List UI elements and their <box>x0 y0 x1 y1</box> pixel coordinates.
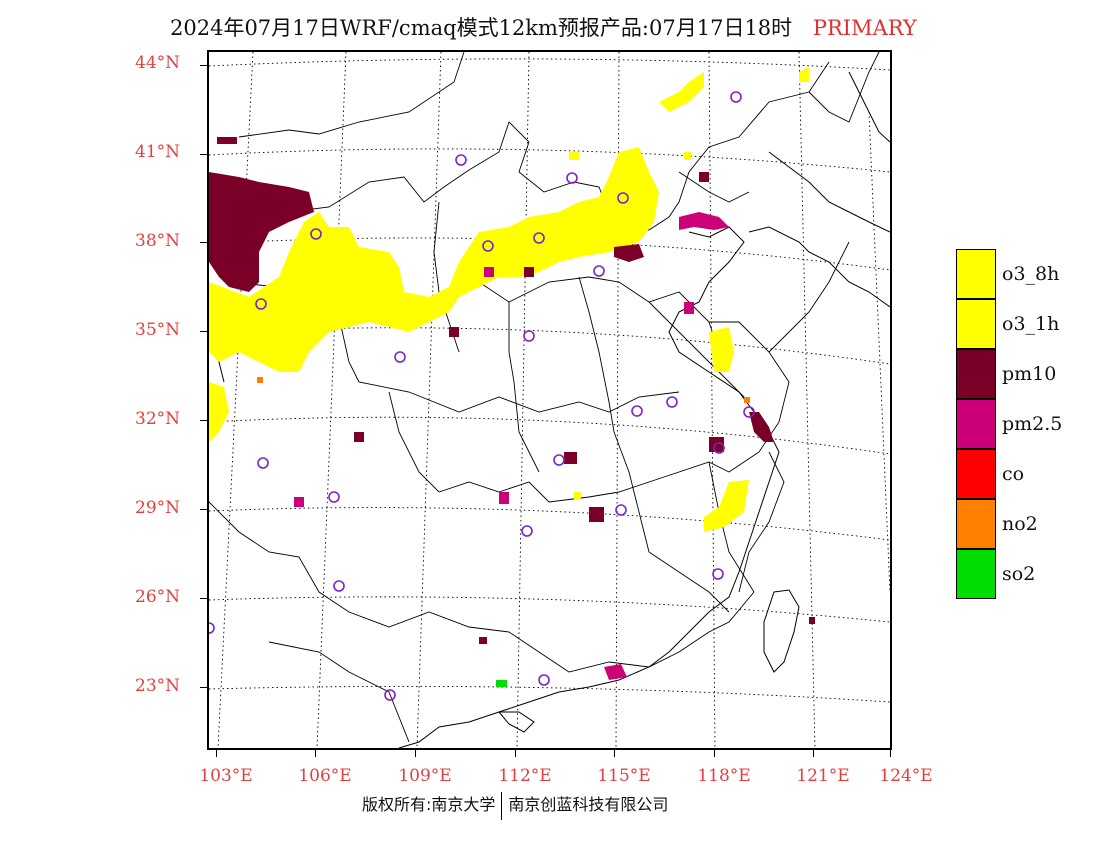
map-frame <box>207 50 892 750</box>
legend-label: pm10 <box>1002 363 1057 385</box>
title-text: 2024年07月17日WRF/cmaq模式12km预报产品:07月17日18时 <box>170 16 793 40</box>
legend-swatch <box>956 249 996 299</box>
lat-tick <box>200 65 207 66</box>
lat-tick <box>200 154 207 155</box>
lat-label-23: 23°N <box>135 676 181 696</box>
lat-label-41: 41°N <box>135 142 181 162</box>
lon-tick <box>614 750 615 757</box>
legend-label: pm2.5 <box>1002 413 1063 435</box>
copyright-footer: 版权所有:南京大学 南京创蓝科技有限公司 <box>362 791 668 820</box>
lat-label-38: 38°N <box>135 231 181 251</box>
lon-label-118: 118°E <box>697 766 751 786</box>
lon-tick <box>813 750 814 757</box>
no2-orange-cells <box>257 377 750 403</box>
pm25-magenta-areas <box>294 212 729 680</box>
china-region-map <box>209 52 890 748</box>
legend-swatch <box>956 448 996 499</box>
copyright-left: 版权所有:南京大学 <box>362 795 496 814</box>
footer-divider <box>501 791 503 820</box>
legend-item-no2: no2 <box>956 498 1062 549</box>
legend-swatch <box>956 498 996 549</box>
lat-label-26: 26°N <box>135 587 181 607</box>
copyright-right: 南京创蓝科技有限公司 <box>508 795 669 814</box>
legend-label: co <box>1002 463 1025 485</box>
legend-item-o3-1h: o3_1h <box>956 298 1062 349</box>
lon-tick <box>415 750 416 757</box>
lat-label-29: 29°N <box>135 498 181 518</box>
province-boundaries <box>209 52 880 743</box>
lat-tick <box>200 242 207 243</box>
legend-item-so2: so2 <box>956 548 1062 599</box>
lon-tick <box>515 750 516 757</box>
so2-green-cells <box>496 680 507 687</box>
graticule <box>209 52 890 748</box>
lon-label-124: 124°E <box>879 766 933 786</box>
lon-label-112: 112°E <box>498 766 552 786</box>
lat-tick <box>200 687 207 688</box>
map-title: 2024年07月17日WRF/cmaq模式12km预报产品:07月17日18时 … <box>170 12 917 42</box>
lon-tick <box>315 750 316 757</box>
lon-tick <box>216 750 217 757</box>
lon-label-109: 109°E <box>398 766 452 786</box>
legend-swatch <box>956 348 996 399</box>
legend-label: so2 <box>1002 563 1036 585</box>
lon-label-121: 121°E <box>796 766 850 786</box>
lon-label-106: 106°E <box>298 766 352 786</box>
legend-swatch <box>956 398 996 449</box>
lat-tick <box>200 598 207 599</box>
lat-label-44: 44°N <box>135 53 181 73</box>
legend-swatch <box>956 548 996 599</box>
lon-label-115: 115°E <box>597 766 651 786</box>
legend-label: o3_1h <box>1002 313 1060 335</box>
legend-swatch <box>956 298 996 349</box>
pm10-maroon-areas <box>209 137 815 644</box>
legend-item-pm10: pm10 <box>956 348 1062 399</box>
lat-tick <box>200 420 207 421</box>
lon-label-103: 103°E <box>199 766 253 786</box>
legend-item-pm25: pm2.5 <box>956 398 1063 449</box>
legend-item-co: co <box>956 448 1062 499</box>
coastline <box>209 71 890 748</box>
legend-item-o3-8h: o3_8h <box>956 249 1062 299</box>
lon-tick <box>890 750 891 757</box>
lat-label-35: 35°N <box>135 320 181 340</box>
primary-tag: PRIMARY <box>812 16 917 40</box>
o3-yellow-areas <box>209 67 809 532</box>
lon-tick <box>714 750 715 757</box>
legend-label: o3_8h <box>1002 263 1060 285</box>
lat-label-32: 32°N <box>135 409 181 429</box>
pollutant-legend: o3_8h o3_1h pm10 pm2.5 co no2 so2 <box>956 249 1062 599</box>
legend-label: no2 <box>1002 513 1038 535</box>
station-markers <box>209 91 755 701</box>
lat-tick <box>200 509 207 510</box>
lat-tick <box>200 331 207 332</box>
